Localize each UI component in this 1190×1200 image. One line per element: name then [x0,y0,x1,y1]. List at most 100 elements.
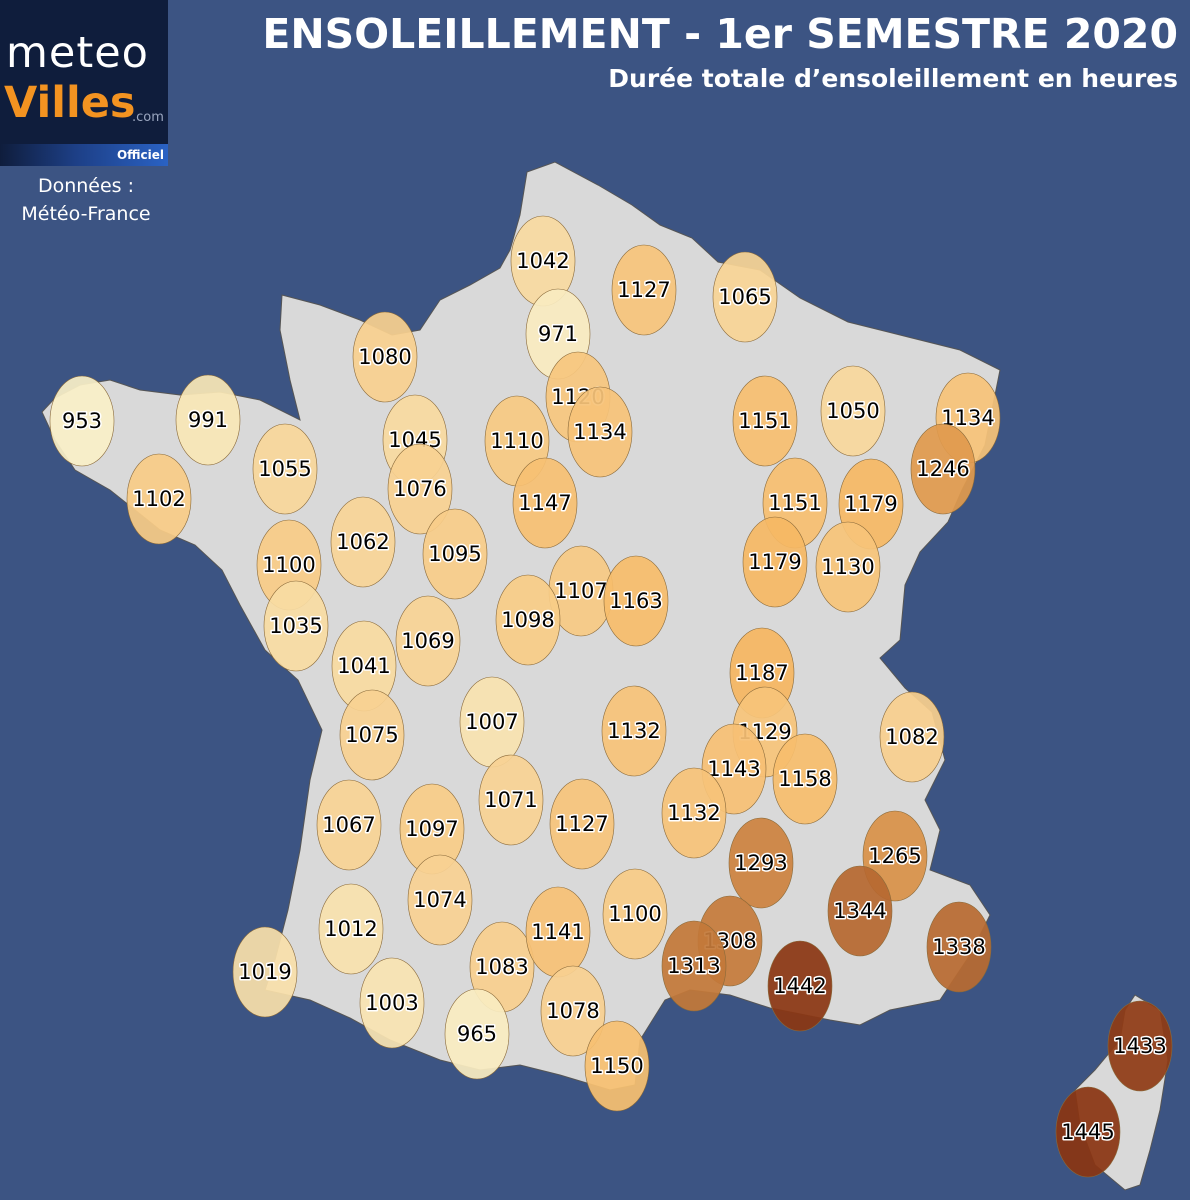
station-value: 971 [538,322,578,346]
station-value: 1100 [262,553,315,577]
station-marker: 1071 [478,754,544,846]
station-marker: 1065 [712,251,778,343]
station-ellipse [175,374,241,466]
station-marker: 1041 [331,620,397,712]
station-ellipse [407,854,473,946]
station-ellipse [352,311,418,403]
station-marker: 1127 [611,244,677,336]
station-ellipse [359,957,425,1049]
station-value: 1293 [734,851,787,875]
station-ellipse [478,754,544,846]
station-value: 1130 [821,555,874,579]
station-marker: 1007 [459,676,525,768]
station-value: 1132 [667,801,720,825]
station-marker: 1132 [661,767,727,859]
logo-bar [0,144,168,166]
station-ellipse [611,244,677,336]
station-ellipse [540,965,606,1057]
station-ellipse [661,920,727,1012]
station-ellipse [879,691,945,783]
station-marker: 953 [49,375,115,467]
station-value: 1012 [324,917,377,941]
station-ellipse [712,251,778,343]
station-value: 1338 [932,935,985,959]
station-value: 1158 [778,767,831,791]
station-value: 1062 [336,530,389,554]
station-marker: 1095 [422,508,488,600]
station-value: 1187 [735,661,788,685]
station-value: 1134 [573,420,626,444]
station-value: 1132 [607,719,660,743]
station-marker: 1179 [742,516,808,608]
station-ellipse [512,457,578,549]
station-marker: 1050 [820,365,886,457]
station-value: 1179 [844,492,897,516]
station-value: 1069 [401,629,454,653]
station-ellipse [742,516,808,608]
station-ellipse [232,926,298,1018]
station-value: 1100 [608,902,661,926]
station-ellipse [395,595,461,687]
station-value: 1110 [490,429,543,453]
station-marker: 1076 [387,443,453,535]
station-value: 1035 [269,614,322,638]
station-ellipse [601,685,667,777]
station-marker: 1134 [567,386,633,478]
data-source-label: Données : [37,175,135,197]
station-value: 1313 [667,954,720,978]
station-value: 1065 [718,285,771,309]
station-ellipse [661,767,727,859]
station-marker: 1338 [926,901,992,993]
station-ellipse [339,689,405,781]
station-marker: 1246 [910,423,976,515]
station-marker: 1062 [330,496,396,588]
station-value: 1265 [868,844,921,868]
station-value: 1042 [516,249,569,273]
station-ellipse [772,733,838,825]
station-value: 1442 [773,974,826,998]
station-marker: 1442 [767,940,833,1032]
station-value: 1007 [465,710,518,734]
station-ellipse [567,386,633,478]
station-ellipse [330,496,396,588]
station-value: 1151 [768,491,821,515]
stations-layer: 953 9911102105510801045107610621100103510… [49,215,1173,1178]
station-ellipse [495,574,561,666]
station-value: 1147 [518,491,571,515]
station-value: 1075 [345,723,398,747]
station-ellipse [820,365,886,457]
station-marker: 1102 [126,453,192,545]
station-marker: 1132 [601,685,667,777]
station-value: 1083 [475,955,528,979]
station-value: 1095 [428,542,481,566]
station-value: 1141 [531,920,584,944]
station-marker: 1150 [584,1020,650,1112]
map-subtitle: Durée totale d’ensoleillement en heures [608,64,1178,93]
station-ellipse [316,779,382,871]
station-value: 1082 [885,725,938,749]
station-value: 1097 [405,817,458,841]
station-value: 1433 [1113,1034,1166,1058]
station-marker: 1075 [339,689,405,781]
station-value: 1080 [358,345,411,369]
station-marker: 991 [175,374,241,466]
station-ellipse [1107,1000,1173,1092]
station-value: 1143 [707,757,760,781]
map-title: ENSOLEILLEMENT - 1er SEMESTRE 2020 [262,10,1178,58]
station-value: 1041 [337,654,390,678]
station-value: 1067 [322,813,375,837]
station-value: 1050 [826,399,879,423]
station-value: 1179 [748,550,801,574]
station-marker: 1151 [732,375,798,467]
station-value: 1127 [555,812,608,836]
station-marker: 1313 [661,920,727,1012]
meteovilles-logo: meteo Villes .com Officiel [0,0,168,166]
station-ellipse [263,580,329,672]
station-ellipse [252,423,318,515]
data-source-name: Météo-France [21,203,151,225]
station-marker: 1012 [318,883,384,975]
station-ellipse [732,375,798,467]
station-marker: 1019 [232,926,298,1018]
station-marker: 1035 [263,580,329,672]
